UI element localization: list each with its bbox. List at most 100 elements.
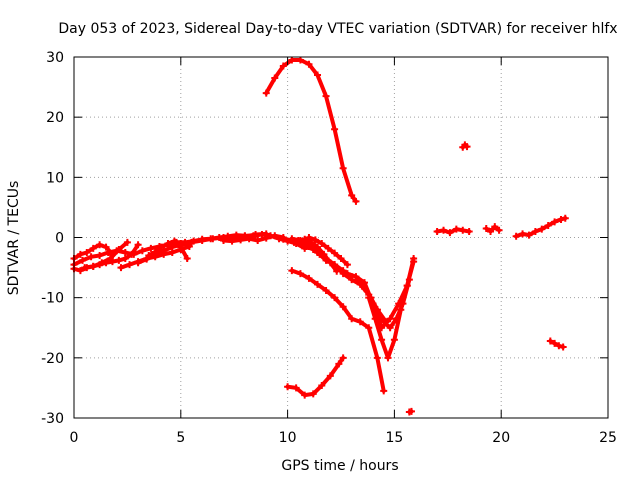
data-point — [288, 56, 296, 64]
data-point — [123, 238, 131, 246]
data-point — [262, 89, 270, 97]
data-point — [318, 240, 326, 248]
data-point — [166, 243, 174, 251]
y-tick-label: -10 — [41, 291, 64, 307]
data-point — [209, 235, 217, 243]
data-point — [305, 234, 313, 241]
y-tick-label: 30 — [46, 50, 64, 66]
data-point — [367, 294, 375, 302]
data-point — [271, 232, 279, 240]
data-point — [290, 238, 298, 246]
data-point — [89, 244, 97, 252]
data-point — [459, 226, 467, 234]
data-point — [128, 250, 136, 258]
data-point — [177, 240, 185, 248]
data-point — [284, 383, 292, 391]
y-tick-label: -30 — [41, 411, 64, 427]
data-point — [318, 382, 326, 390]
data-point — [360, 285, 368, 293]
data-point — [463, 143, 471, 151]
x-tick-label: 10 — [279, 430, 297, 446]
data-point — [433, 227, 441, 235]
data-point — [96, 241, 104, 249]
chart-title: Day 053 of 2023, Sidereal Day-to-day VTE… — [58, 21, 617, 37]
data-point — [354, 276, 362, 284]
data-point — [491, 223, 499, 231]
series-isolated-low — [405, 407, 415, 416]
data-point — [531, 227, 539, 235]
series-early-band-i — [220, 232, 287, 245]
series-early-band-d — [81, 238, 131, 272]
data-point — [373, 354, 381, 362]
data-point — [279, 235, 287, 243]
data-point — [384, 354, 392, 362]
data-point — [378, 336, 386, 344]
data-point — [407, 407, 415, 415]
data-point — [126, 261, 134, 269]
data-point — [440, 226, 448, 234]
data-point — [183, 255, 191, 263]
data-point — [83, 249, 91, 257]
data-point — [365, 324, 373, 332]
data-point — [557, 215, 565, 223]
x-tick-label: 5 — [176, 430, 185, 446]
data-point — [296, 270, 304, 278]
y-axis-label: SDTVAR / TECUs — [6, 181, 22, 296]
data-point — [305, 274, 313, 282]
x-tick-label: 25 — [599, 430, 617, 446]
tick-labels: 0 5 10 15 20 25 -30 -20 -10 0 10 20 30 — [41, 50, 617, 446]
data-point — [314, 280, 322, 288]
data-point — [271, 74, 279, 82]
data-point — [98, 259, 106, 267]
data-point — [452, 225, 460, 233]
data-point — [546, 337, 554, 345]
data-point — [301, 235, 309, 243]
data-point — [87, 253, 95, 261]
data-points — [70, 56, 569, 416]
series-line — [168, 231, 269, 249]
x-axis-label: GPS time / hours — [281, 458, 398, 474]
x-tick-label: 15 — [385, 430, 403, 446]
y-tick-label: 10 — [46, 170, 64, 186]
data-point — [331, 294, 339, 302]
series-late-spot-b — [546, 337, 567, 351]
data-point — [279, 62, 287, 70]
data-point — [343, 261, 351, 269]
data-point — [245, 235, 253, 243]
data-point — [339, 164, 347, 172]
data-point — [76, 267, 84, 275]
data-point — [288, 267, 296, 275]
series-lower-descend — [288, 267, 388, 395]
data-point — [482, 224, 490, 232]
data-point — [337, 255, 345, 263]
data-point — [81, 264, 89, 272]
data-point — [326, 259, 334, 267]
x-tick-label: 0 — [70, 430, 79, 446]
data-point — [151, 250, 159, 258]
data-point — [373, 306, 381, 314]
y-tick-label: -20 — [41, 351, 64, 367]
data-point — [333, 267, 341, 275]
data-point — [121, 249, 129, 257]
series-line — [289, 268, 386, 393]
data-point — [390, 336, 398, 344]
data-point — [320, 250, 328, 258]
series-dip-c — [354, 276, 413, 332]
y-tick-label: 20 — [46, 110, 64, 126]
data-point — [371, 315, 379, 323]
data-point — [386, 315, 394, 323]
data-point — [187, 238, 195, 246]
data-point — [339, 354, 347, 362]
data-point — [160, 247, 168, 255]
data-point — [198, 237, 206, 245]
data-point — [380, 387, 388, 395]
data-point — [356, 318, 364, 326]
data-point — [314, 71, 322, 79]
data-point — [343, 270, 351, 278]
data-point — [352, 197, 360, 205]
data-point — [335, 360, 343, 368]
data-point — [551, 339, 559, 347]
data-point — [322, 92, 330, 100]
data-point — [252, 230, 260, 238]
